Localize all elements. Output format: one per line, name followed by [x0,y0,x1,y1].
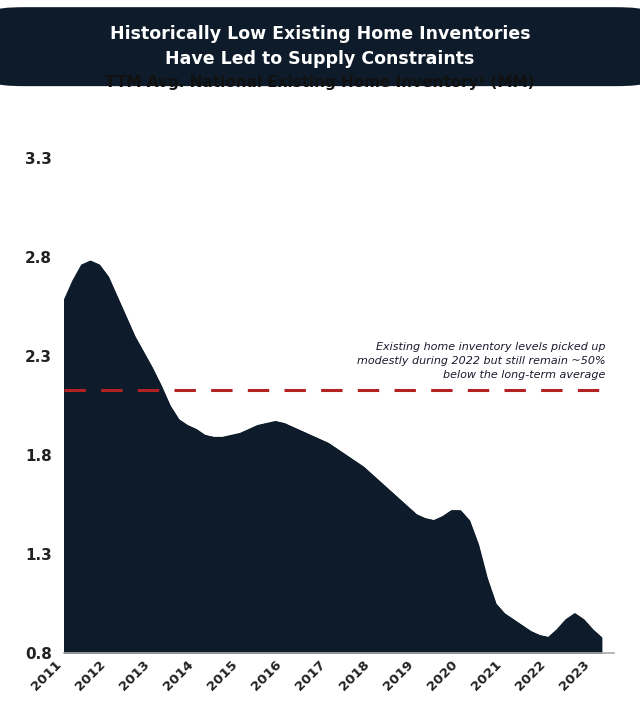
Text: TTM Avg. National Existing Home Inventory¹ (MM): TTM Avg. National Existing Home Inventor… [105,75,535,90]
Text: Existing home inventory levels picked up
modestly during 2022 but still remain ~: Existing home inventory levels picked up… [357,342,605,380]
Text: Historically Low Existing Home Inventories
Have Led to Supply Constraints: Historically Low Existing Home Inventori… [109,25,531,68]
FancyBboxPatch shape [0,7,640,86]
